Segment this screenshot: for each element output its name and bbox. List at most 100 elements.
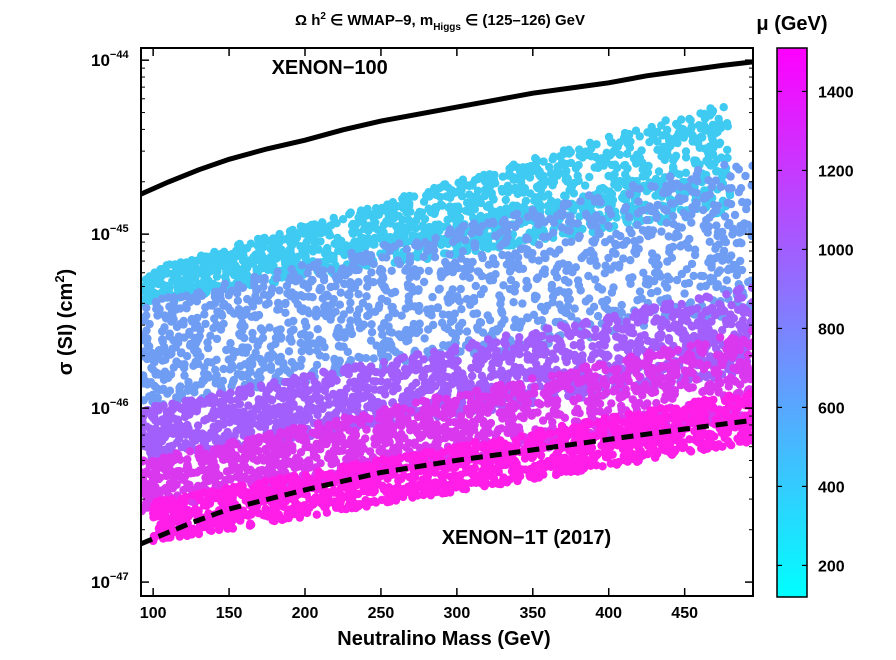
scatter-point: [447, 346, 456, 355]
scatter-point: [300, 414, 310, 424]
scatter-point: [516, 317, 526, 326]
scatter-point: [272, 326, 282, 335]
scatter-point: [648, 249, 657, 258]
scatter-point: [234, 268, 243, 277]
scatter-point: [335, 356, 344, 365]
scatter-point: [316, 394, 325, 403]
scatter-point: [164, 282, 174, 291]
scatter-point: [222, 409, 232, 419]
scatter-point: [380, 204, 389, 214]
scatter-point: [345, 210, 354, 219]
scatter-point: [687, 124, 696, 133]
scatter-point: [376, 385, 385, 395]
scatter-point: [539, 232, 548, 242]
scatter-point: [302, 322, 311, 331]
scatter-point: [392, 376, 402, 386]
scatter-point: [432, 190, 441, 200]
scatter-point: [552, 343, 562, 352]
scatter-point: [424, 188, 433, 197]
scatter-point: [419, 222, 428, 231]
scatter-point: [476, 211, 485, 221]
scatter-point: [501, 195, 510, 205]
scatter-point: [729, 314, 739, 323]
scatter-point: [427, 304, 436, 314]
scatter-point: [316, 237, 325, 246]
scatter-point: [200, 399, 209, 408]
scatter-point: [210, 290, 220, 299]
scatter-point: [686, 305, 695, 315]
scatter-point: [718, 326, 727, 335]
scatter-point: [338, 215, 348, 224]
scatter-point: [699, 318, 708, 328]
scatter-point: [408, 354, 417, 363]
scatter-point: [700, 191, 710, 201]
scatter-point: [615, 150, 624, 159]
scatter-point: [650, 182, 659, 191]
scatter-point: [634, 197, 643, 206]
scatter-point: [735, 284, 744, 294]
scatter-point: [722, 290, 731, 299]
scatter-point: [257, 250, 266, 259]
scatter-point: [723, 145, 732, 155]
scatter-point: [699, 205, 708, 215]
scatter-point: [534, 240, 544, 249]
scatter-point: [589, 238, 599, 247]
scatter-point: [603, 350, 612, 359]
scatter-point: [615, 176, 624, 186]
scatter-point: [362, 292, 371, 301]
scatter-point: [168, 441, 177, 451]
scatter-point: [429, 320, 438, 330]
scatter-point: [569, 397, 579, 406]
scatter-point: [316, 283, 325, 293]
scatter-point: [642, 215, 652, 225]
scatter-point: [246, 256, 255, 265]
scatter-point: [387, 328, 397, 337]
scatter-point: [643, 128, 652, 137]
scatter-point: [469, 309, 478, 319]
scatter-point: [429, 239, 438, 249]
scatter-point: [424, 266, 433, 276]
scatter-point: [315, 269, 324, 278]
scatter-point: [747, 231, 753, 241]
scatter-point: [512, 209, 522, 219]
scatter-point: [325, 231, 334, 240]
scatter-point: [365, 384, 374, 393]
scatter-point: [600, 238, 610, 247]
scatter-point: [302, 387, 312, 396]
scatter-point: [296, 330, 306, 339]
scatter-point: [488, 194, 498, 203]
scatter-point: [334, 404, 344, 413]
scatter-point: [716, 333, 725, 342]
scatter-point: [456, 284, 465, 294]
scatter-point: [574, 176, 583, 185]
scatter-point: [478, 222, 487, 231]
scatter-point: [183, 420, 192, 430]
scatter-point: [683, 182, 693, 192]
scatter-point: [687, 218, 696, 227]
scatter-point: [175, 360, 185, 369]
scatter-point: [578, 320, 588, 329]
scatter-point: [142, 337, 151, 346]
scatter-point: [209, 324, 218, 333]
scatter-point: [611, 249, 620, 258]
scatter-point: [700, 111, 709, 120]
scatter-point: [657, 227, 666, 236]
scatter-point: [589, 253, 598, 262]
scatter-point: [665, 323, 674, 333]
scatter-point: [470, 239, 479, 248]
scatter-point: [648, 226, 658, 235]
scatter-point: [497, 184, 506, 194]
scatter-point: [703, 228, 712, 237]
scatter-point: [299, 372, 308, 381]
scatter-point: [374, 303, 383, 313]
scatter-point: [350, 227, 359, 236]
scatter-point: [405, 191, 414, 201]
scatter-point: [522, 276, 531, 286]
scatter-point: [569, 189, 579, 198]
scatter-point: [643, 168, 653, 177]
scatter-point: [420, 214, 430, 224]
scatter-point: [168, 344, 177, 353]
scatter-point: [235, 424, 245, 433]
scatter-point: [573, 219, 582, 228]
scatter-point: [665, 299, 675, 308]
